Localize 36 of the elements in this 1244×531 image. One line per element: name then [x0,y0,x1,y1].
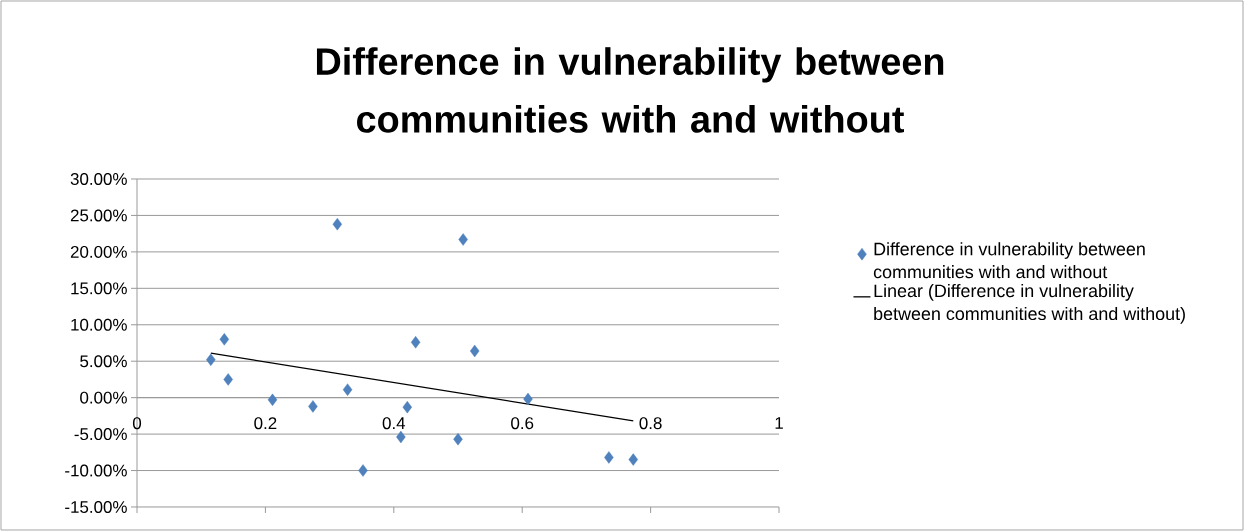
point [523,392,533,406]
y-tick-label: 0.00% [80,391,127,404]
y-tick-label: -5.00% [74,428,127,441]
x-tick-label: 0.2 [254,417,277,430]
y-tick-label: 30.00% [70,172,127,185]
x-tick-label: 0 [132,417,142,430]
y-tick-label: 25.00% [70,209,127,222]
point [628,453,638,466]
y-tick-label: 15.00% [71,282,127,295]
point [223,373,233,386]
point [410,336,421,349]
y-tick-label: 10.00% [71,318,127,331]
point [308,400,318,413]
point [402,400,412,414]
point [342,383,353,396]
point [219,333,230,346]
point [206,353,216,366]
point [396,430,406,444]
point [453,433,463,446]
legend-label: Linear (Difference in vulnerability between communities with and without) [874,284,1185,324]
y-tick-label: -10.00% [65,464,127,477]
x-tick-label: 0.6 [511,417,534,430]
point [267,393,278,407]
y-tick-label: -15.00% [65,500,127,513]
x-tick-label: 0.4 [382,417,406,430]
point [358,464,368,477]
point [470,344,480,358]
y-tick-label: 20.00% [70,245,127,258]
x-tick-label: 1 [775,417,783,429]
point [332,217,343,231]
legend-label: Difference in vulnerability between communities with and without [873,242,1145,279]
point [458,233,468,246]
chart-title: Difference in vulnerability between communities with and without [316,47,944,133]
x-tick-label: 0.8 [639,417,662,430]
y-tick-label: 5.00% [80,355,127,368]
point [604,451,614,464]
